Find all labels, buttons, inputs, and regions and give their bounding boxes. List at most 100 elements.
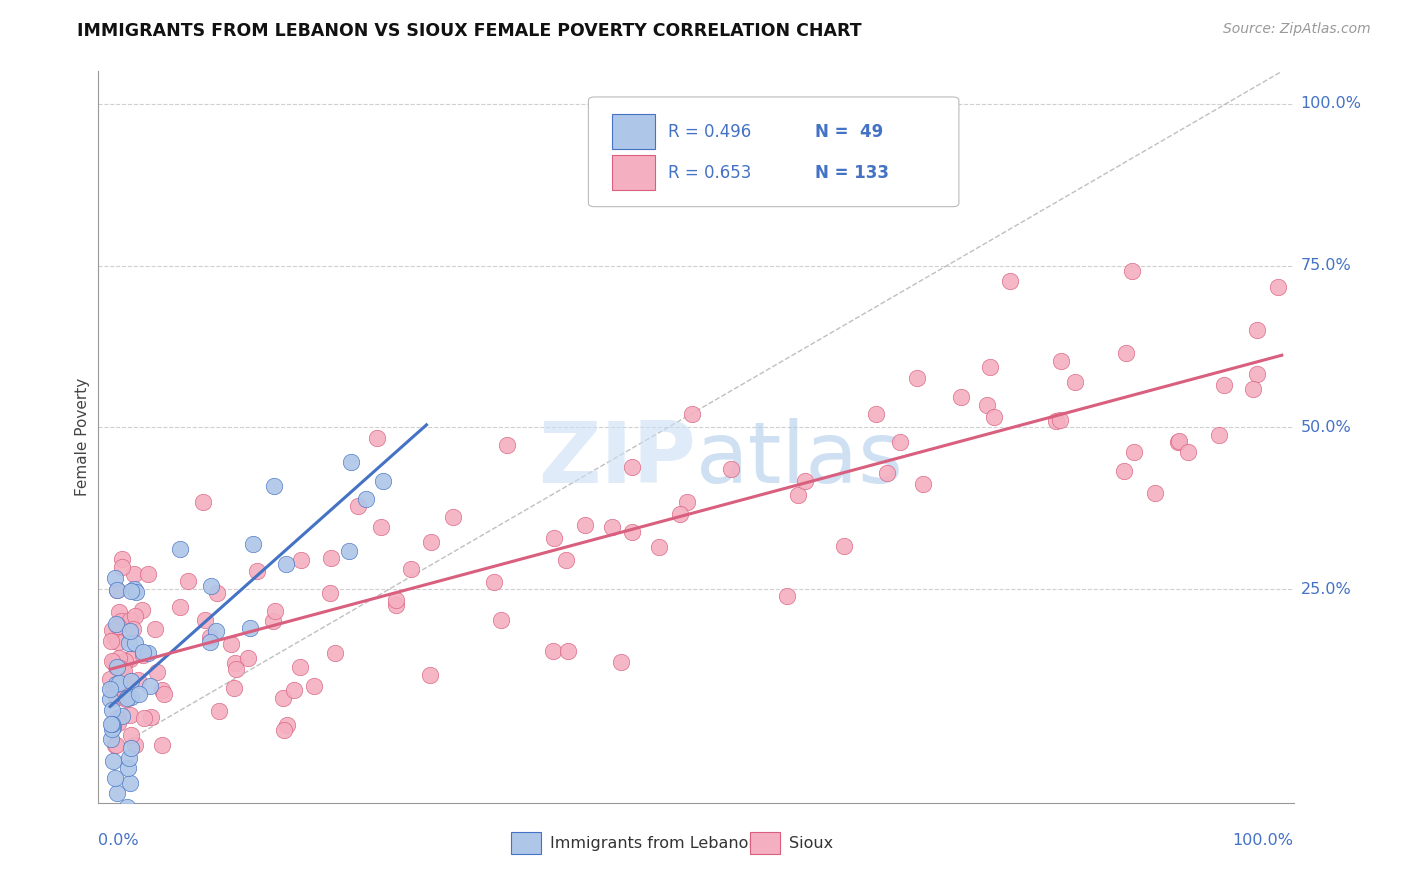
Point [150,738,173,752]
Point [1050,354,1073,368]
Point [1241,382,1264,396]
Point [1045,414,1067,428]
Point [191,495,214,509]
Point [489,613,512,627]
Text: R = 0.653: R = 0.653 [668,164,752,182]
Point [134,711,156,725]
Point [246,564,269,578]
Point [104,690,127,705]
Point [132,645,155,659]
Point [905,371,928,385]
Point [101,703,124,717]
Point [304,679,326,693]
Point [103,720,125,734]
Point [136,646,159,660]
Point [100,673,122,687]
Point [319,586,342,600]
Point [794,475,817,489]
Point [621,525,644,540]
Point [124,608,146,623]
Point [105,659,128,673]
Point [101,716,124,731]
Point [114,654,136,668]
Point [208,704,231,718]
Point [1213,377,1236,392]
Point [115,691,138,706]
Point [720,462,742,476]
Point [1167,434,1189,449]
Text: Immigrants from Lebanon: Immigrants from Lebanon [550,836,759,851]
Point [108,675,131,690]
Point [101,654,124,668]
Point [225,662,247,676]
Point [143,622,166,636]
FancyBboxPatch shape [613,155,655,190]
Point [681,407,703,421]
Point [669,507,692,521]
Point [482,574,505,589]
Text: 75.0%: 75.0% [1301,258,1351,273]
Point [98,692,121,706]
Point [574,518,596,533]
Point [865,407,887,421]
Point [1267,279,1289,293]
Text: Sioux: Sioux [789,836,834,851]
Point [419,668,441,682]
Point [105,583,128,598]
Point [104,571,127,585]
Point [876,466,898,480]
Point [105,690,128,705]
Point [366,431,388,445]
Point [1208,428,1230,442]
Text: atlas: atlas [696,417,904,500]
Point [117,761,139,775]
Point [104,772,127,786]
Point [111,677,134,691]
Point [153,687,176,701]
Point [124,584,146,599]
Point [120,741,142,756]
Point [124,566,146,581]
Point [120,613,142,627]
Text: R = 0.496: R = 0.496 [668,123,752,141]
Point [998,274,1021,288]
Y-axis label: Female Poverty: Female Poverty [75,378,90,496]
Point [105,583,128,598]
Text: IMMIGRANTS FROM LEBANON VS SIOUX FEMALE POVERTY CORRELATION CHART: IMMIGRANTS FROM LEBANON VS SIOUX FEMALE … [77,22,862,40]
Text: 50.0%: 50.0% [1301,420,1351,435]
Point [385,598,408,612]
Point [236,651,259,665]
Point [543,531,565,545]
Point [104,738,127,752]
Point [122,582,145,596]
Point [114,692,136,706]
Point [108,661,131,675]
Point [274,557,297,571]
Point [169,600,191,615]
Point [176,574,198,589]
Point [384,592,406,607]
Point [620,459,643,474]
Point [111,559,134,574]
Point [224,657,246,671]
Point [979,360,1001,375]
Text: N =  49: N = 49 [815,123,884,141]
Point [557,644,579,658]
Point [107,715,129,730]
Point [101,623,124,637]
Point [132,648,155,663]
Point [120,624,142,638]
Point [263,604,285,618]
Point [100,732,122,747]
Point [399,562,422,576]
Text: 25.0%: 25.0% [1301,582,1351,597]
Point [323,646,346,660]
Point [169,541,191,556]
Text: 0.0%: 0.0% [98,833,139,848]
Point [108,605,131,619]
Point [976,398,998,412]
Point [1121,264,1143,278]
Point [120,674,142,689]
Point [107,660,129,674]
Point [242,537,264,551]
